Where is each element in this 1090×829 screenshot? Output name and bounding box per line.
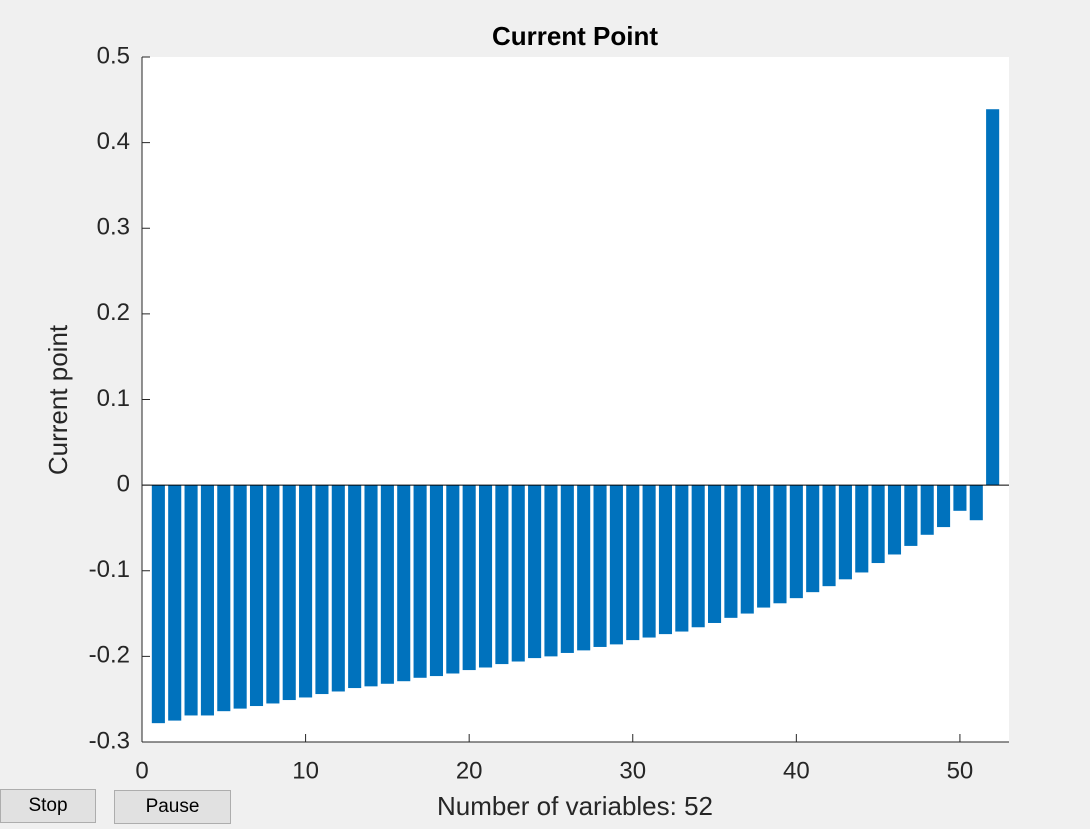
y-tick-label: -0.1 [89, 556, 130, 583]
bar [838, 485, 852, 580]
bar [806, 485, 820, 593]
bar [544, 485, 558, 657]
bar [773, 485, 787, 604]
bar [266, 485, 280, 704]
y-tick-label: 0.3 [97, 214, 130, 241]
bar [511, 485, 525, 662]
bar [986, 109, 1000, 486]
bar [200, 485, 214, 716]
y-tick-label: -0.2 [89, 642, 130, 669]
x-tick-label: 10 [292, 757, 319, 784]
bar [151, 485, 165, 724]
bar [904, 485, 918, 546]
bar [560, 485, 574, 653]
bar [577, 485, 591, 651]
bar [331, 485, 345, 692]
y-tick-label: 0.4 [97, 128, 130, 155]
bar [380, 485, 394, 684]
y-axis-label: Current point [43, 324, 73, 475]
bar [887, 485, 902, 555]
bar [920, 485, 934, 535]
bar [446, 485, 460, 674]
bar [757, 485, 771, 608]
x-tick-label: 20 [456, 757, 483, 784]
bar [397, 485, 411, 682]
bar [789, 485, 803, 599]
bar [315, 485, 329, 695]
x-tick-label: 50 [947, 757, 974, 784]
bar [364, 485, 378, 687]
bar [675, 485, 689, 632]
y-tick-label: -0.3 [89, 727, 130, 754]
bar [658, 485, 673, 635]
bar [249, 485, 264, 707]
bar [937, 485, 951, 528]
bar [642, 485, 656, 638]
bar [348, 485, 362, 689]
pause-button[interactable]: Pause [114, 790, 231, 824]
bar [299, 485, 313, 698]
x-tick-label: 0 [135, 757, 148, 784]
bar [609, 485, 623, 645]
bar [495, 485, 509, 665]
bar [969, 485, 983, 521]
bar [429, 485, 443, 677]
bar [233, 485, 247, 709]
bar [691, 485, 705, 628]
y-tick-label: 0.2 [97, 299, 130, 326]
bar [855, 485, 869, 573]
bar [282, 485, 296, 701]
bar [184, 485, 198, 716]
y-tick-label: 0.5 [97, 42, 130, 69]
x-tick-label: 40 [783, 757, 810, 784]
bar [462, 485, 476, 671]
stop-button[interactable]: Stop [0, 789, 96, 823]
bar [822, 485, 836, 587]
bar [724, 485, 738, 618]
bar [708, 485, 722, 623]
x-tick-label: 30 [619, 757, 646, 784]
bar [478, 485, 493, 668]
bar [953, 485, 967, 511]
bar [168, 485, 182, 721]
bar [740, 485, 754, 614]
bar [593, 485, 607, 647]
bar [413, 485, 427, 678]
bar [871, 485, 885, 564]
bar [217, 485, 231, 712]
bar [528, 485, 542, 659]
y-tick-label: 0.1 [97, 385, 130, 412]
bar [626, 485, 640, 641]
x-axis-label: Number of variables: 52 [437, 791, 713, 821]
y-tick-label: 0 [117, 470, 130, 497]
chart-title: Current Point [492, 21, 658, 51]
